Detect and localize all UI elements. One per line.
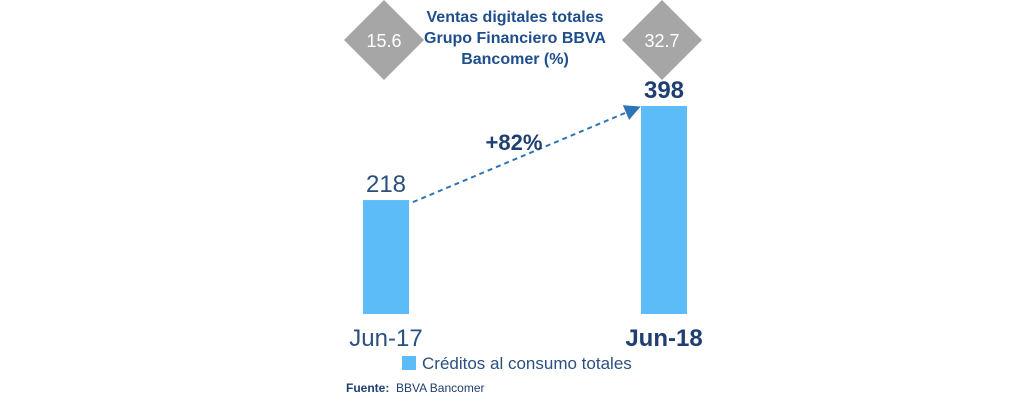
bar-jun-17: [363, 200, 409, 314]
value-label-jun-18: 398: [644, 77, 684, 104]
chart-title-line-2: Grupo Financiero BBVA: [424, 30, 606, 47]
source-value: BBVA Bancomer: [396, 381, 485, 395]
source-key: Fuente:: [346, 381, 389, 395]
legend-label: Créditos al consumo totales: [422, 354, 632, 373]
bar-jun-18: [641, 106, 687, 314]
category-label-jun-17: Jun-17: [349, 325, 422, 352]
legend-swatch: [402, 356, 416, 370]
chart-title-line-1: Ventas digitales totales: [427, 9, 604, 26]
chart-title-line-3: Bancomer (%): [461, 51, 569, 68]
growth-label: +82%: [486, 130, 543, 155]
growth-arrow: [412, 105, 641, 203]
badge-jun17-diamond: [344, 0, 424, 80]
value-label-jun-17: 218: [366, 171, 406, 198]
badge-jun17-value: 15.6: [366, 31, 401, 51]
badge-jun18-diamond: [622, 0, 702, 80]
category-label-jun-18: Jun-18: [625, 325, 702, 352]
badge-jun18-value: 32.7: [644, 31, 679, 51]
